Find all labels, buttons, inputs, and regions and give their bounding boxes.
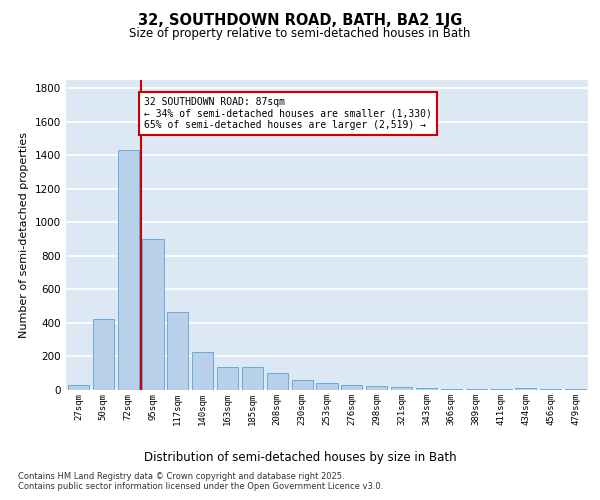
Bar (391, 387, 412, 390)
Bar (366, 386, 387, 390)
Bar (242, 366, 263, 390)
Bar (118, 150, 139, 390)
Bar (341, 384, 362, 390)
Bar (217, 366, 238, 390)
Bar (267, 373, 288, 390)
Bar (441, 388, 462, 390)
Bar (316, 384, 338, 390)
Text: 32 SOUTHDOWN ROAD: 87sqm
← 34% of semi-detached houses are smaller (1,330)
65% o: 32 SOUTHDOWN ROAD: 87sqm ← 34% of semi-d… (145, 97, 432, 130)
Bar (515, 388, 536, 390)
Bar (565, 389, 586, 390)
Text: Size of property relative to semi-detached houses in Bath: Size of property relative to semi-detach… (130, 28, 470, 40)
Bar (540, 389, 561, 390)
Text: Distribution of semi-detached houses by size in Bath: Distribution of semi-detached houses by … (143, 451, 457, 464)
Bar (68, 385, 89, 390)
Bar (142, 239, 164, 390)
Text: 32, SOUTHDOWN ROAD, BATH, BA2 1JG: 32, SOUTHDOWN ROAD, BATH, BA2 1JG (138, 12, 462, 28)
Y-axis label: Number of semi-detached properties: Number of semi-detached properties (19, 132, 29, 338)
Bar (167, 312, 188, 390)
Bar (416, 388, 437, 390)
Bar (490, 388, 512, 390)
Bar (292, 380, 313, 390)
Bar (192, 352, 213, 390)
Text: Contains public sector information licensed under the Open Government Licence v3: Contains public sector information licen… (18, 482, 383, 491)
Bar (466, 388, 487, 390)
Bar (93, 319, 114, 390)
Text: Contains HM Land Registry data © Crown copyright and database right 2025.: Contains HM Land Registry data © Crown c… (18, 472, 344, 481)
